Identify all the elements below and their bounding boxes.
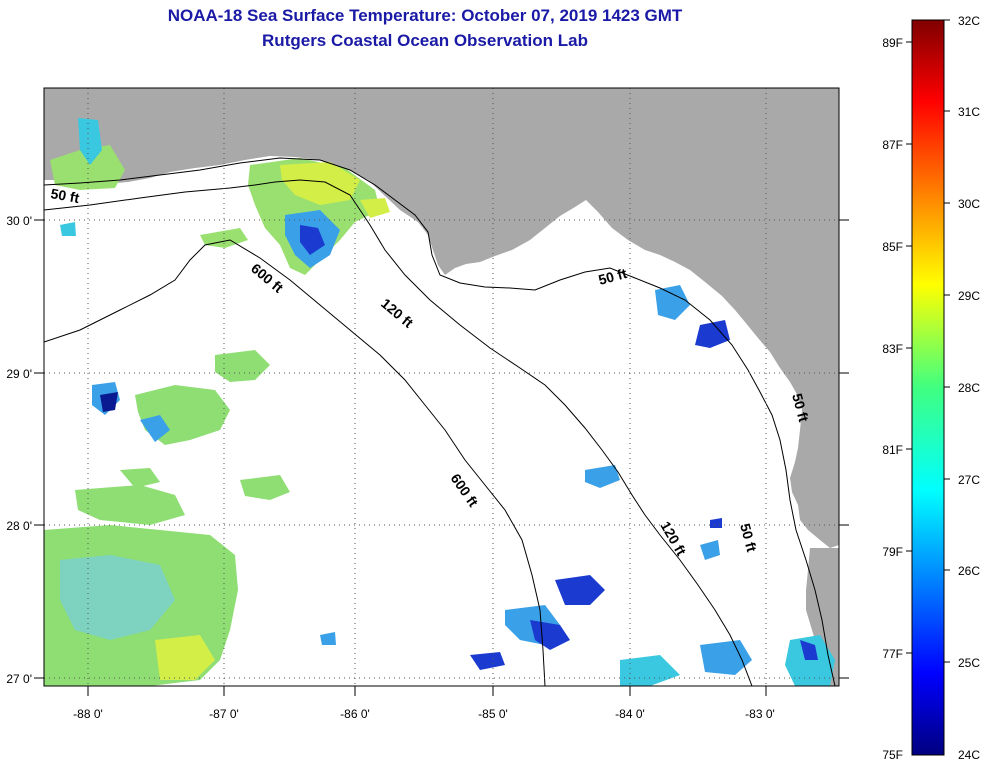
colorbar-label-30c: 30C [958, 197, 980, 211]
lat-label-30: 30 0' [6, 214, 32, 228]
map-title: NOAA-18 Sea Surface Temperature: October… [167, 6, 683, 25]
lon-label-84: -84 0' [615, 707, 645, 721]
colorbar-label-31c: 31C [958, 105, 980, 119]
colorbar-label-24c: 24C [958, 748, 980, 762]
colorbar-label-87f: 87F [882, 138, 903, 152]
temperature-colorbar [911, 19, 945, 756]
colorbar-label-79f: 79F [882, 545, 903, 559]
map-subtitle: Rutgers Coastal Ocean Observation Lab [262, 31, 588, 50]
colorbar-label-27c: 27C [958, 473, 980, 487]
plot-frame [43, 87, 840, 687]
colorbar-celsius-labels: 32C 31C 30C 29C 28C 27C 26C 25C 24C [958, 14, 980, 762]
colorbar-ticks [906, 19, 950, 663]
lat-tick-labels: 30 0' 29 0' 28 0' 27 0' [6, 214, 32, 686]
colorbar-label-29c: 29C [958, 289, 980, 303]
sst-patches [44, 118, 835, 686]
colorbar-label-77f: 77F [882, 647, 903, 661]
lat-label-29: 29 0' [6, 367, 32, 381]
contour-label-50ft-west: 50 ft [49, 185, 80, 206]
colorbar-label-25c: 25C [958, 656, 980, 670]
colorbar-fahrenheit-labels: 89F 87F 85F 83F 81F 79F 77F 75F [882, 36, 903, 762]
lon-label-86: -86 0' [340, 707, 370, 721]
colorbar-label-83f: 83F [882, 342, 903, 356]
contour-label-50ft-bigbend: 50 ft [597, 265, 629, 288]
contour-label-50ft-south: 50 ft [737, 522, 760, 554]
land-mass [44, 88, 839, 548]
contour-label-50ft-east: 50 ft [789, 392, 812, 424]
lon-label-88: -88 0' [73, 707, 103, 721]
lon-label-85: -85 0' [478, 707, 508, 721]
land-mass-south [806, 548, 839, 686]
lat-label-27: 27 0' [6, 672, 32, 686]
axis-ticks [34, 219, 849, 696]
colorbar-label-26c: 26C [958, 564, 980, 578]
lon-tick-labels: -88 0' -87 0' -86 0' -85 0' -84 0' -83 0… [73, 707, 775, 721]
isobath-contours [44, 157, 836, 686]
lat-label-28: 28 0' [6, 519, 32, 533]
colorbar-label-32c: 32C [958, 14, 980, 28]
colorbar-label-89f: 89F [882, 36, 903, 50]
colorbar-label-75f: 75F [882, 748, 903, 762]
lon-label-83: -83 0' [745, 707, 775, 721]
colorbar-label-85f: 85F [882, 240, 903, 254]
lon-label-87: -87 0' [209, 707, 239, 721]
colorbar-label-28c: 28C [958, 381, 980, 395]
colorbar-label-81f: 81F [882, 443, 903, 457]
